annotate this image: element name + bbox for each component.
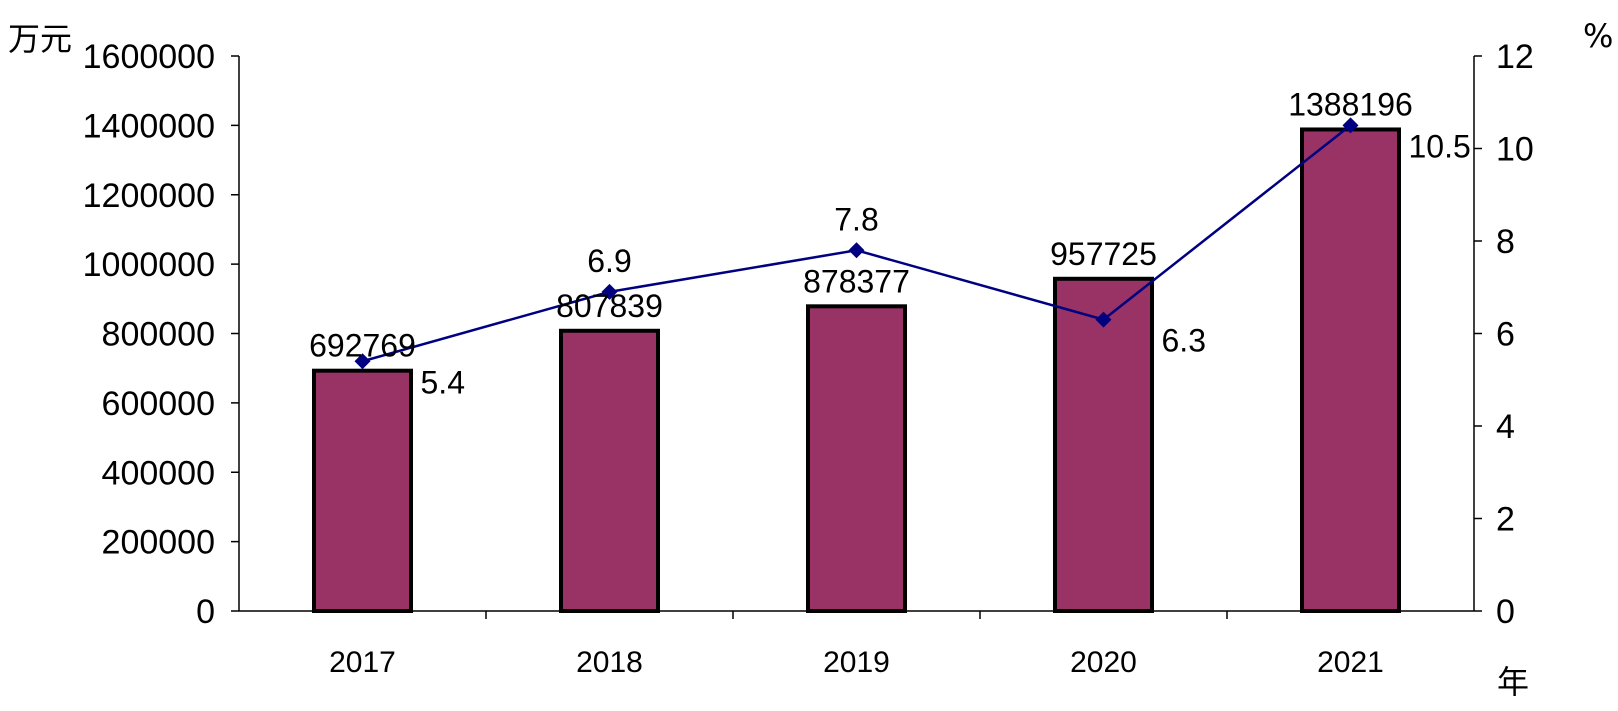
- right-axis-tick-label: 0: [1496, 593, 1515, 631]
- line-point-marker: [848, 242, 865, 259]
- bar-data-label: 878377: [803, 263, 910, 299]
- line-point-marker: [1342, 117, 1359, 134]
- left-axis-tick-label: 1200000: [83, 177, 215, 215]
- line-data-label: 6.3: [1162, 323, 1206, 359]
- line-point-marker: [601, 283, 618, 300]
- x-axis-tick-label: 2021: [1317, 646, 1384, 679]
- bar: [1053, 276, 1154, 613]
- left-axis-tick-label: 800000: [102, 316, 215, 354]
- bar: [806, 304, 907, 613]
- left-axis-tick-label: 1600000: [83, 38, 215, 76]
- left-axis-tick-label: 0: [196, 593, 215, 631]
- line-data-label: 5.4: [421, 364, 465, 400]
- left-axis-tick-label: 1000000: [83, 246, 215, 284]
- right-axis-tick-label: 4: [1496, 408, 1515, 446]
- left-axis-tick-label: 200000: [102, 524, 215, 562]
- bar-data-label: 957725: [1050, 236, 1157, 272]
- left-axis-tick-label: 400000: [102, 454, 215, 492]
- x-axis-tick-label: 2019: [823, 646, 890, 679]
- right-axis-tick-label: 10: [1496, 131, 1534, 169]
- right-axis-tick-label: 8: [1496, 223, 1515, 261]
- line-data-label: 7.8: [834, 201, 878, 237]
- right-axis-unit: %: [1583, 17, 1613, 55]
- line-data-label: 6.9: [587, 243, 631, 279]
- plot-area: 0 200000 400000 600000 800000 1000000 1200000 1…: [83, 38, 1534, 679]
- line-data-label: 10.5: [1409, 128, 1471, 164]
- bar-data-label: 1388196: [1288, 86, 1413, 122]
- left-axis-unit: 万元: [8, 20, 72, 58]
- x-axis-tick-label: 2017: [329, 646, 396, 679]
- right-axis-tick-label: 2: [1496, 501, 1515, 539]
- left-axis-tick-label: 600000: [102, 385, 215, 423]
- line-point-marker: [354, 353, 371, 370]
- x-axis-unit: 年: [1497, 663, 1529, 701]
- x-axis-tick-label: 2018: [576, 646, 643, 679]
- bar-data-label: 807839: [556, 288, 663, 324]
- bar-data-label: 692769: [309, 328, 416, 364]
- bar: [312, 368, 413, 613]
- line-point-marker: [1095, 311, 1112, 328]
- bar: [1300, 127, 1401, 613]
- x-axis-tick-label: 2020: [1070, 646, 1137, 679]
- left-axis-tick-label: 1400000: [83, 107, 215, 145]
- right-axis-tick-label: 6: [1496, 316, 1515, 354]
- bar: [559, 328, 660, 613]
- right-axis-tick-label: 12: [1496, 38, 1534, 76]
